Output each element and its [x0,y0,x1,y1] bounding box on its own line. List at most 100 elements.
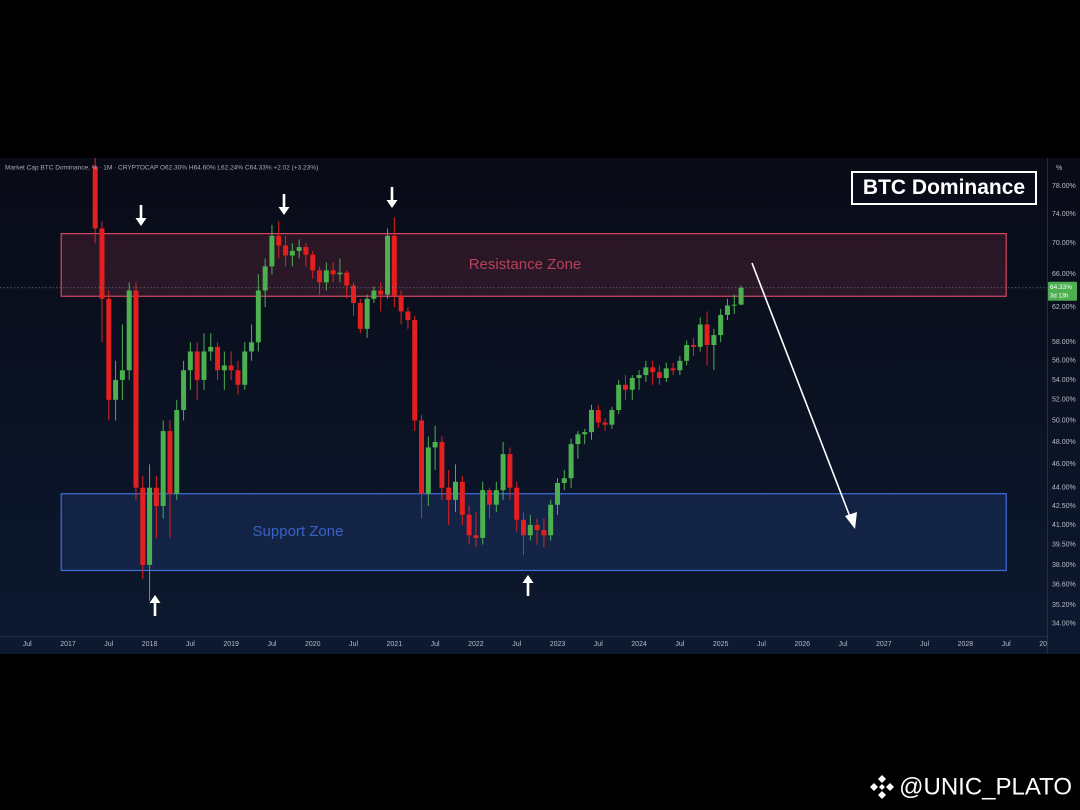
x-tick-label: 2026 [794,641,810,648]
candle-body [616,384,622,411]
candle-body [697,324,703,347]
candle-body [622,384,628,390]
y-tick-label: 38.00% [1052,562,1076,569]
candle-body [228,365,234,371]
candle-body [568,444,574,479]
candle-body [718,314,724,336]
candle-body [174,410,180,494]
candle-body [276,235,282,246]
x-tick-label: 2022 [468,641,484,648]
candle-body [731,304,737,306]
candle-body [153,487,159,506]
x-labels: Jul 2017 Jul 2018 Jul 2019 Jul 2020 Jul 2021 Jul 20… [23,641,1047,648]
candle-body [249,342,255,352]
candle-body [296,247,302,251]
candle-body [364,298,370,329]
candle-body [317,270,323,283]
candle-body [541,530,547,536]
candle-body [208,346,214,352]
x-tick-label: Jul [186,641,195,648]
candle-body [398,295,404,312]
x-tick-label: Jul [349,641,358,648]
candle-body [255,290,261,343]
y-tick-label: 34.00% [1052,620,1076,627]
candle-body [283,245,289,256]
axes: 78.00% 74.00% 70.00% 66.00% 62.00% 58.00% 56.0… [0,183,1077,627]
candle-body [561,478,567,483]
x-tick-label: 2024 [631,641,647,648]
candle-body [92,166,98,229]
candle-body [412,320,418,421]
title-box [851,171,1037,205]
candle-body [677,360,683,371]
candle-body [221,365,227,371]
candle-body [113,379,119,400]
up-arrow [149,595,161,616]
candle-body [459,481,465,515]
countdown-label: 3d 13h [1050,293,1068,299]
candle-body [201,351,207,380]
x-tick-label: Jul [512,641,521,648]
y-tick-label: 48.00% [1052,439,1076,446]
candle-body [690,345,696,347]
candle-body [181,370,187,411]
candle-body [663,368,669,378]
x-tick-label: 2025 [713,641,729,648]
candle-body [453,481,459,500]
down-arrow [135,205,147,226]
candle-body [432,441,438,448]
candle-body [419,420,425,494]
candle-body [473,535,479,538]
y-tick-label: 58.00% [1052,339,1076,346]
chart-title: BTC Dominance [863,176,1025,199]
candle-body [119,370,125,380]
x-tick-label: Jul [594,641,603,648]
candle-body [711,335,717,346]
down-arrow [386,187,398,208]
candle-body [344,272,350,286]
x-tick-label: 2017 [60,641,76,648]
candle-body [323,270,329,283]
candle-body [242,351,248,385]
x-tick-label: Jul [920,641,929,648]
y-tick-label: 52.00% [1052,397,1076,404]
candle-body [738,287,744,305]
candles [92,158,744,601]
y-tick-label: 70.00% [1052,240,1076,247]
y-tick-label: 39.50% [1052,541,1076,548]
candle-body [670,368,676,371]
candle-body [330,270,336,275]
candle-body [140,487,146,565]
candle-body [405,311,411,321]
candle-body [99,228,105,299]
candle-body [391,235,397,296]
candle-body [289,250,295,256]
candle-body [215,346,221,371]
candle-body [262,266,268,291]
candle-body [487,490,493,505]
price-label: 64.33% [1050,284,1072,291]
candle-body [351,285,357,303]
candle-body [235,370,241,385]
candle-body [724,305,730,315]
candle-body [493,490,499,505]
x-tick-label: 2027 [876,641,892,648]
x-tick-label: Jul [1002,641,1011,648]
candle-body [554,482,560,505]
candle-body [534,524,540,531]
plot-background [0,158,1080,654]
candle-body [385,235,391,295]
zone [60,493,1007,572]
projection-arrow [751,262,857,529]
annotation-arrows [135,187,857,616]
candle-body [167,431,173,494]
x-tick-label: Jul [839,641,848,648]
candle-body [269,235,275,267]
candle-body [582,432,588,435]
candle-body [643,367,649,376]
x-tick-label: Jul [267,641,276,648]
price-label-box [1048,281,1077,301]
zone-label: Support Zone [253,523,344,540]
